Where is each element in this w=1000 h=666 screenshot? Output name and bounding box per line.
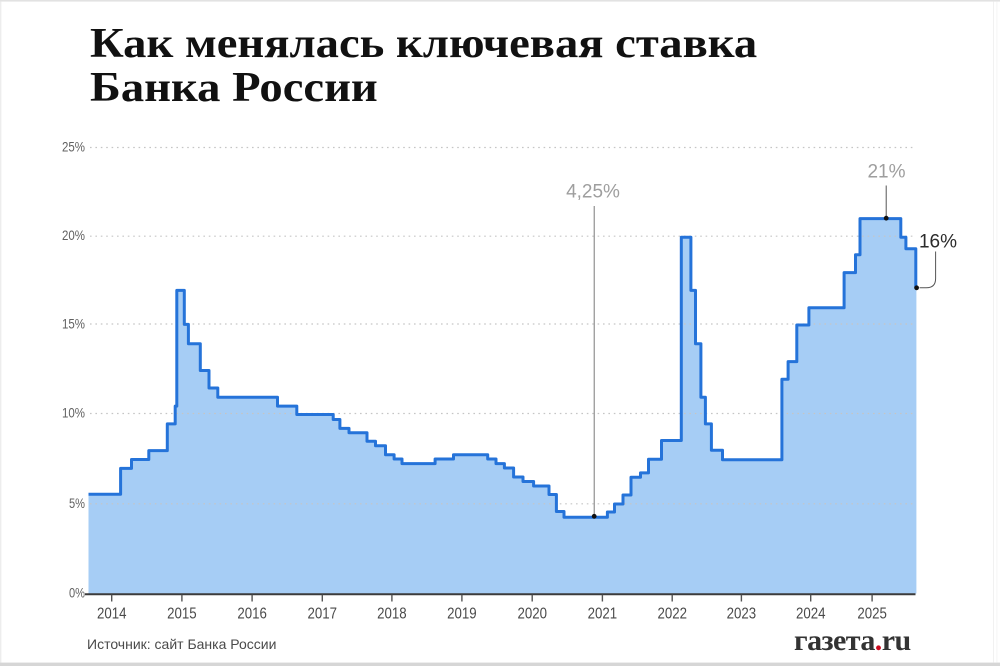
svg-text:4,25%: 4,25% bbox=[566, 182, 620, 203]
svg-text:2014: 2014 bbox=[97, 606, 127, 623]
svg-text:15%: 15% bbox=[62, 316, 85, 332]
svg-text:2024: 2024 bbox=[796, 606, 826, 623]
svg-text:2017: 2017 bbox=[308, 606, 338, 623]
svg-text:2020: 2020 bbox=[517, 606, 547, 623]
svg-text:2015: 2015 bbox=[167, 606, 197, 623]
svg-text:20%: 20% bbox=[62, 227, 85, 243]
svg-text:2018: 2018 bbox=[377, 606, 407, 623]
svg-text:2021: 2021 bbox=[588, 606, 618, 623]
svg-text:2025: 2025 bbox=[857, 606, 887, 623]
svg-text:2019: 2019 bbox=[447, 606, 477, 623]
svg-text:2016: 2016 bbox=[237, 606, 267, 623]
svg-text:2022: 2022 bbox=[657, 606, 687, 623]
svg-text:21%: 21% bbox=[867, 161, 905, 182]
svg-text:0%: 0% bbox=[69, 585, 85, 601]
svg-text:10%: 10% bbox=[62, 405, 85, 421]
svg-text:25%: 25% bbox=[62, 139, 85, 155]
svg-text:2023: 2023 bbox=[727, 606, 757, 623]
svg-text:5%: 5% bbox=[69, 495, 85, 511]
svg-text:16%: 16% bbox=[919, 231, 957, 252]
